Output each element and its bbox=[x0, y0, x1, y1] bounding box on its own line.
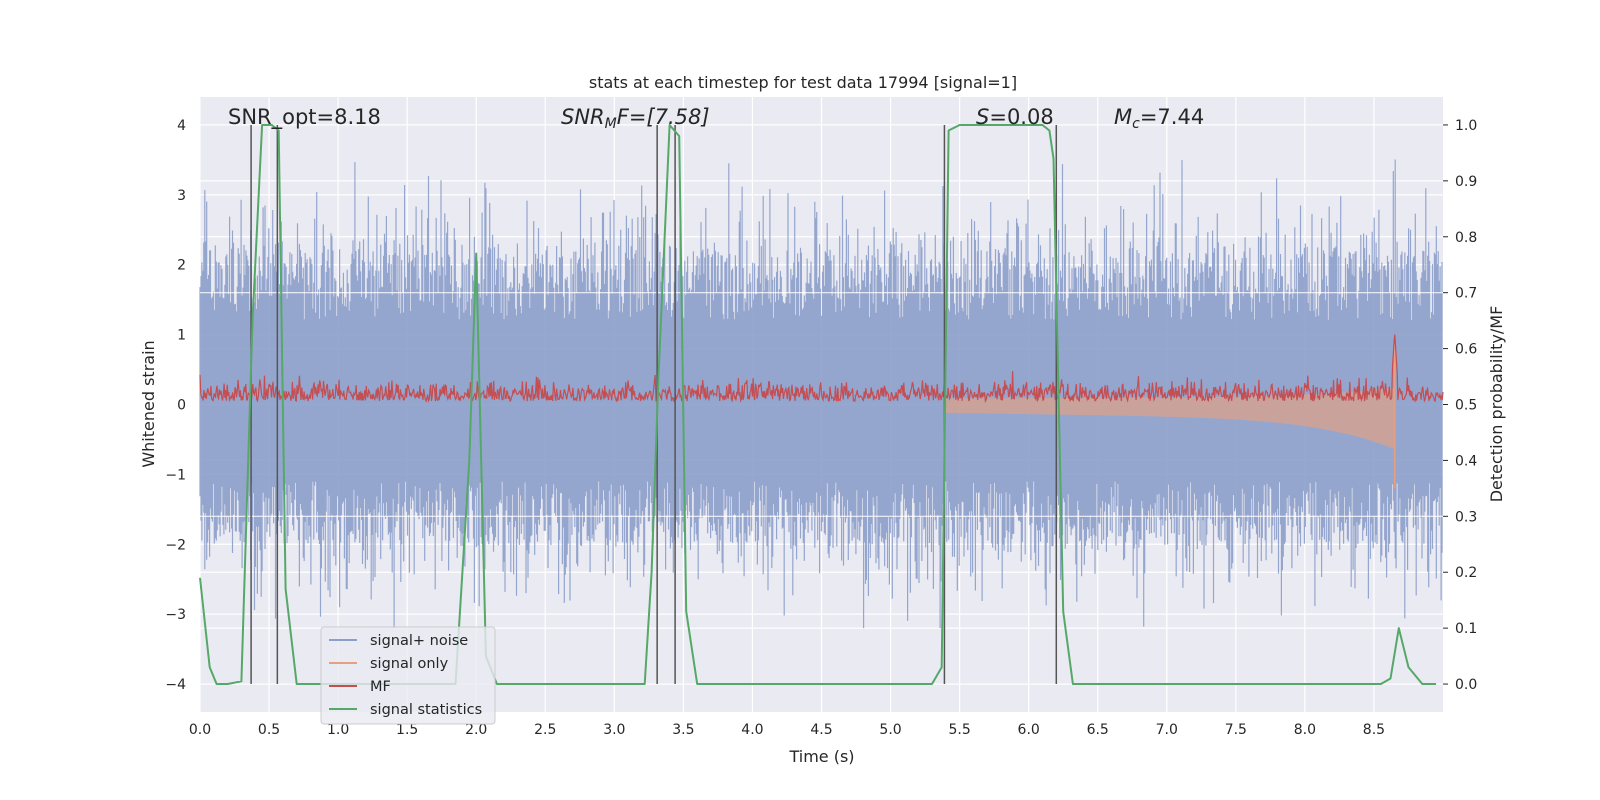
y-right-tick-label: 0.2 bbox=[1455, 565, 1477, 581]
x-tick-label: 2.5 bbox=[534, 722, 556, 738]
x-tick-label: 7.0 bbox=[1156, 722, 1178, 738]
x-axis-label: Time (s) bbox=[788, 747, 854, 766]
y-left-tick-labels: 4 3 2 1 0 −1 −2 −3 −4 bbox=[165, 118, 186, 693]
mf-series bbox=[199, 334, 1444, 404]
legend-label-signal-statistics: signal statistics bbox=[370, 702, 482, 718]
mf-trace bbox=[199, 334, 1444, 404]
annotation-s-stat-part-b: =0.08 bbox=[989, 105, 1053, 129]
y-left-tick-label: −2 bbox=[165, 537, 186, 553]
legend-box bbox=[320, 626, 496, 725]
annotation-mc-part-b: c bbox=[1132, 116, 1140, 132]
annotation-s-stat-part-a: S bbox=[976, 105, 989, 129]
x-tick-label: 0.5 bbox=[258, 722, 280, 738]
y-right-tick-label: 0.1 bbox=[1455, 621, 1477, 637]
detection-vertical-lines bbox=[250, 124, 1058, 685]
x-tick-label: 5.5 bbox=[948, 722, 970, 738]
annotation-mc-part-c: =7.44 bbox=[1140, 105, 1204, 129]
x-tick-label: 3.0 bbox=[603, 722, 625, 738]
legend-label-signal-noise: signal+ noise bbox=[370, 633, 468, 649]
annotation-mc-part-a: M bbox=[1114, 105, 1132, 129]
annotation-snr-opt: SNR_opt=8.18 bbox=[228, 105, 381, 130]
y-left-tick-label: 1 bbox=[177, 328, 186, 344]
x-tick-label: 8.5 bbox=[1363, 722, 1385, 738]
y-left-tick-label: 2 bbox=[177, 258, 186, 274]
annotation-snr-mf: SNRMF=[7.58] bbox=[561, 105, 710, 132]
y-right-tick-label: 1.0 bbox=[1455, 118, 1477, 134]
x-tick-label: 7.5 bbox=[1225, 722, 1247, 738]
y-right-tick-label: 0.8 bbox=[1455, 230, 1477, 246]
y-left-tick-label: −1 bbox=[165, 467, 186, 483]
x-tick-label: 4.0 bbox=[741, 722, 763, 738]
y-left-axis-label: Whitened strain bbox=[139, 340, 158, 467]
y-right-tick-label: 0.4 bbox=[1455, 453, 1477, 469]
x-tick-label: 6.5 bbox=[1087, 722, 1109, 738]
y-left-tick-label: −4 bbox=[165, 677, 186, 693]
legend-label-mf: MF bbox=[370, 679, 391, 695]
x-tick-label: 0.0 bbox=[189, 722, 211, 738]
signal-statistics-trace bbox=[199, 124, 1437, 685]
y-left-tick-label: 4 bbox=[177, 118, 186, 134]
signal-noise-series bbox=[199, 159, 1443, 629]
chart-title: stats at each timestep for test data 179… bbox=[589, 73, 1017, 92]
x-tick-label: 4.5 bbox=[810, 722, 832, 738]
annotation-s-stat: S=0.08 bbox=[976, 105, 1054, 129]
annotation-snr-mf-part-c: F=[7.58] bbox=[617, 105, 710, 129]
annotation-snr-mf-part-a: SNR bbox=[561, 105, 605, 129]
annotation-mc: Mc=7.44 bbox=[1114, 105, 1204, 132]
y-right-tick-label: 0.0 bbox=[1455, 677, 1477, 693]
y-left-tick-label: 0 bbox=[177, 398, 186, 414]
x-tick-label: 1.0 bbox=[327, 722, 349, 738]
x-tick-label: 6.0 bbox=[1018, 722, 1040, 738]
y-right-axis-label: Detection probability/MF bbox=[1487, 306, 1506, 503]
y-right-tick-label: 0.9 bbox=[1455, 174, 1477, 190]
annotation-snr-mf-part-b: M bbox=[605, 116, 617, 132]
x-tick-label: 3.5 bbox=[672, 722, 694, 738]
y-left-tick-label: −3 bbox=[165, 607, 186, 623]
x-tick-label: 8.0 bbox=[1294, 722, 1316, 738]
y-right-tick-labels: 1.0 0.9 0.8 0.7 0.6 0.5 0.4 0.3 0.2 0.1 0.0 bbox=[1443, 118, 1477, 693]
x-tick-label: 1.5 bbox=[396, 722, 418, 738]
y-right-tick-label: 0.6 bbox=[1455, 342, 1477, 358]
x-tick-labels: 0.0 0.5 1.0 1.5 2.0 2.5 3.0 3.5 4.0 4.5 5.0 5.5 6.0 6… bbox=[189, 722, 1385, 738]
y-left-tick-label: 3 bbox=[177, 188, 186, 204]
signal-statistics-series bbox=[199, 124, 1437, 685]
y-right-tick-label: 0.5 bbox=[1455, 398, 1477, 414]
y-right-tick-label: 0.7 bbox=[1455, 286, 1477, 302]
y-right-tick-label: 0.3 bbox=[1455, 509, 1477, 525]
x-tick-label: 5.0 bbox=[879, 722, 901, 738]
legend: signal+ noise signal only MF signal stat… bbox=[320, 626, 496, 725]
legend-label-signal-only: signal only bbox=[370, 656, 449, 672]
x-tick-label: 2.0 bbox=[465, 722, 487, 738]
